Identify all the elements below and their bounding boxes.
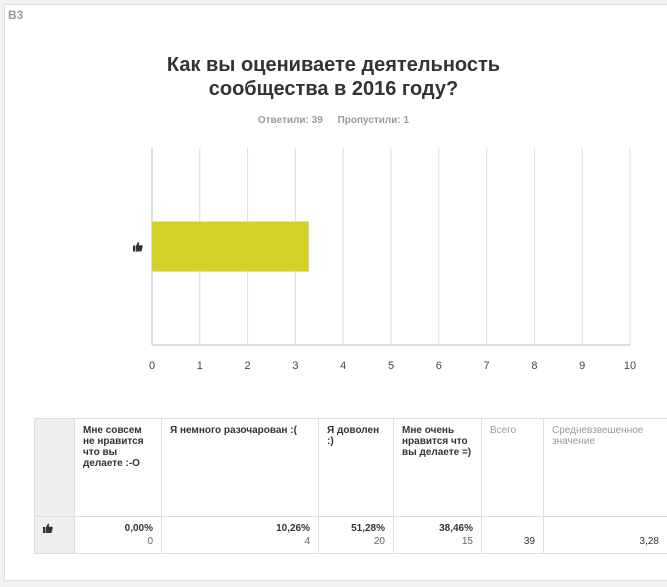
- title-line-1: Как вы оцениваете деятельность: [166, 54, 501, 76]
- thumbs-up-icon: [133, 242, 143, 252]
- skipped-count: Пропустили: 1: [337, 115, 410, 126]
- column-header: Мне совсем не нравится что вы делаете :-…: [74, 418, 162, 517]
- x-tick-label: 10: [624, 360, 636, 372]
- cell-count: 15: [461, 536, 473, 547]
- question-title: Как вы оцениваете деятельность сообществ…: [0, 53, 667, 101]
- table-cell: 38,46% 15: [393, 516, 482, 554]
- x-tick-label: 5: [388, 360, 394, 372]
- table-row: 0,00% 0 10,26% 4 51,28% 20 38,46% 15 39 …: [34, 516, 667, 554]
- x-tick-label: 4: [340, 360, 346, 372]
- table-cell: 0,00% 0: [74, 516, 162, 554]
- bar: [152, 221, 309, 272]
- cell-count: 20: [373, 536, 385, 547]
- x-tick-label: 7: [484, 360, 490, 372]
- x-tick-label: 8: [531, 360, 537, 372]
- x-tick-label: 1: [197, 360, 203, 372]
- cell-count: 0: [147, 536, 153, 547]
- table-header-row: Мне совсем не нравится что вы делаете :-…: [34, 418, 667, 517]
- cell-percent: 38,46%: [439, 523, 473, 534]
- column-header: Я доволен :): [318, 418, 394, 517]
- column-header: Я немного разочарован :(: [161, 418, 319, 517]
- table-cell: 10,26% 4: [161, 516, 319, 554]
- x-tick-label: 6: [436, 360, 442, 372]
- answered-count: Ответили: 39: [257, 115, 323, 126]
- header-icon-cell: [34, 418, 75, 517]
- bar-chart: 0 1 2 3 4 5 6 7 8 9 10: [133, 148, 636, 372]
- thumbs-up-icon: [43, 523, 53, 533]
- column-header-weighted: Средневзвешенное значение: [543, 418, 667, 517]
- row-icon-cell: [34, 516, 75, 554]
- response-stats: Ответили: 39 Пропустили: 1: [0, 115, 667, 126]
- table-cell: 51,28% 20: [318, 516, 394, 554]
- column-header-total: Всего: [481, 418, 544, 517]
- results-table: Мне совсем не нравится что вы делаете :-…: [34, 418, 667, 554]
- question-number: В3: [8, 8, 24, 22]
- title-line-2: сообщества в 2016 году?: [208, 78, 459, 100]
- cell-percent: 0,00%: [124, 523, 153, 534]
- cell-percent: 10,26%: [276, 523, 310, 534]
- x-tick-label: 9: [579, 360, 585, 372]
- x-tick-label: 2: [245, 360, 251, 372]
- column-header: Мне очень нравится что вы делаете =): [393, 418, 482, 517]
- x-tick-label: 3: [292, 360, 298, 372]
- total-cell: 39: [481, 516, 544, 554]
- cell-percent: 51,28%: [351, 523, 385, 534]
- weighted-average-cell: 3,28: [543, 516, 667, 554]
- cell-count: 4: [304, 536, 310, 547]
- x-tick-label: 0: [149, 360, 155, 372]
